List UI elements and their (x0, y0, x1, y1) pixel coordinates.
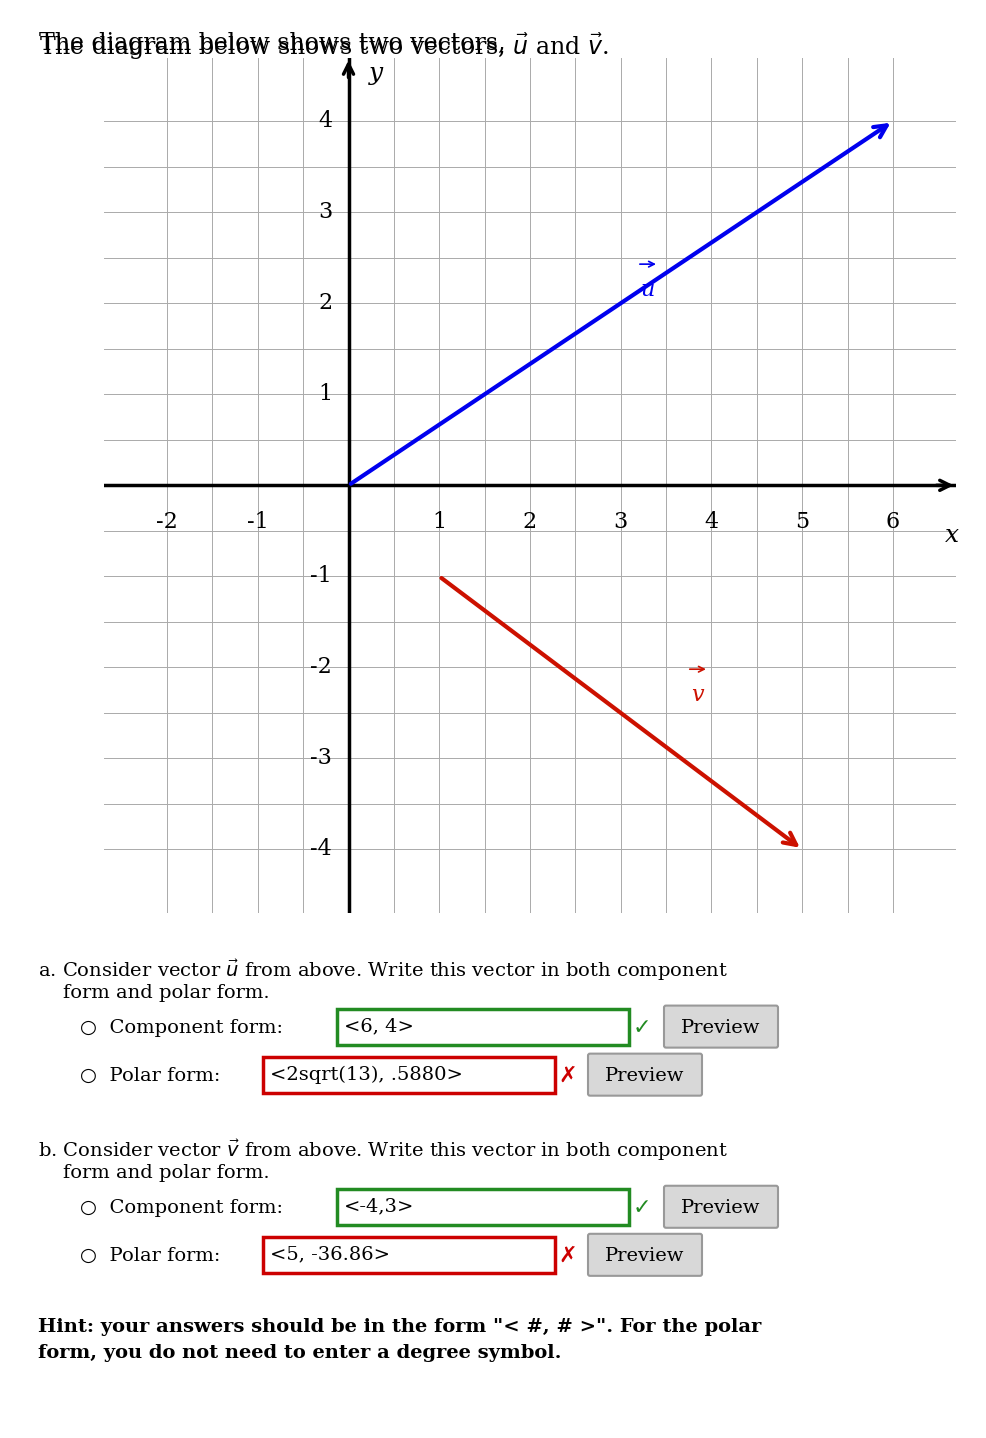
Text: -2: -2 (311, 656, 332, 679)
FancyBboxPatch shape (664, 1005, 778, 1048)
Text: -1: -1 (311, 565, 332, 587)
Text: <6, 4>: <6, 4> (344, 1018, 414, 1035)
Text: ○  Polar form:: ○ Polar form: (80, 1247, 221, 1265)
Text: 2: 2 (523, 510, 537, 533)
Text: <-4,3>: <-4,3> (344, 1198, 414, 1215)
Text: v: v (691, 683, 704, 706)
Text: Preview: Preview (681, 1018, 761, 1037)
Text: 5: 5 (795, 510, 810, 533)
Text: 3: 3 (613, 510, 628, 533)
Text: b. Consider vector $\vec{v}$ from above. Write this vector in both component: b. Consider vector $\vec{v}$ from above.… (38, 1137, 728, 1163)
Text: 2: 2 (318, 292, 332, 315)
Text: The diagram below shows two vectors, $\vec{u}$ and $\vec{v}$.: The diagram below shows two vectors, $\v… (39, 32, 609, 62)
Text: Preview: Preview (605, 1067, 684, 1084)
FancyBboxPatch shape (588, 1054, 702, 1096)
Text: <2sqrt(13), .5880>: <2sqrt(13), .5880> (270, 1066, 462, 1084)
Text: x: x (945, 523, 959, 546)
Text: form and polar form.: form and polar form. (38, 1163, 269, 1182)
FancyBboxPatch shape (588, 1234, 702, 1276)
Text: -2: -2 (156, 510, 177, 533)
Text: ✓: ✓ (633, 1198, 652, 1218)
Text: ○  Polar form:: ○ Polar form: (80, 1067, 221, 1084)
Text: 3: 3 (317, 201, 332, 223)
Text: 1: 1 (432, 510, 447, 533)
FancyBboxPatch shape (337, 1189, 629, 1225)
FancyBboxPatch shape (263, 1237, 555, 1273)
Text: <5, -36.86>: <5, -36.86> (270, 1245, 390, 1264)
Text: Preview: Preview (681, 1199, 761, 1217)
Text: ○  Component form:: ○ Component form: (80, 1199, 283, 1217)
Text: y: y (369, 62, 383, 85)
Text: 4: 4 (704, 510, 719, 533)
FancyBboxPatch shape (263, 1057, 555, 1093)
Text: u: u (641, 279, 655, 301)
Text: ✓: ✓ (633, 1018, 652, 1038)
Text: form, you do not need to enter a degree symbol.: form, you do not need to enter a degree … (38, 1345, 561, 1362)
Text: ✗: ✗ (559, 1066, 578, 1086)
FancyBboxPatch shape (337, 1008, 629, 1044)
Text: -1: -1 (246, 510, 268, 533)
Text: 6: 6 (885, 510, 900, 533)
Text: Hint: your answers should be in the form "< #, # >". For the polar: Hint: your answers should be in the form… (38, 1317, 761, 1336)
Text: form and polar form.: form and polar form. (38, 984, 269, 1001)
Text: a. Consider vector $\vec{u}$ from above. Write this vector in both component: a. Consider vector $\vec{u}$ from above.… (38, 958, 728, 982)
Text: The diagram below shows two vectors,: The diagram below shows two vectors, (39, 32, 514, 55)
Text: 4: 4 (318, 111, 332, 132)
Text: 1: 1 (318, 384, 332, 406)
Text: -4: -4 (311, 838, 332, 860)
Text: -3: -3 (311, 748, 332, 769)
FancyBboxPatch shape (664, 1186, 778, 1228)
Text: ○  Component form:: ○ Component form: (80, 1018, 283, 1037)
Text: Preview: Preview (605, 1247, 684, 1265)
Text: ✗: ✗ (559, 1245, 578, 1265)
